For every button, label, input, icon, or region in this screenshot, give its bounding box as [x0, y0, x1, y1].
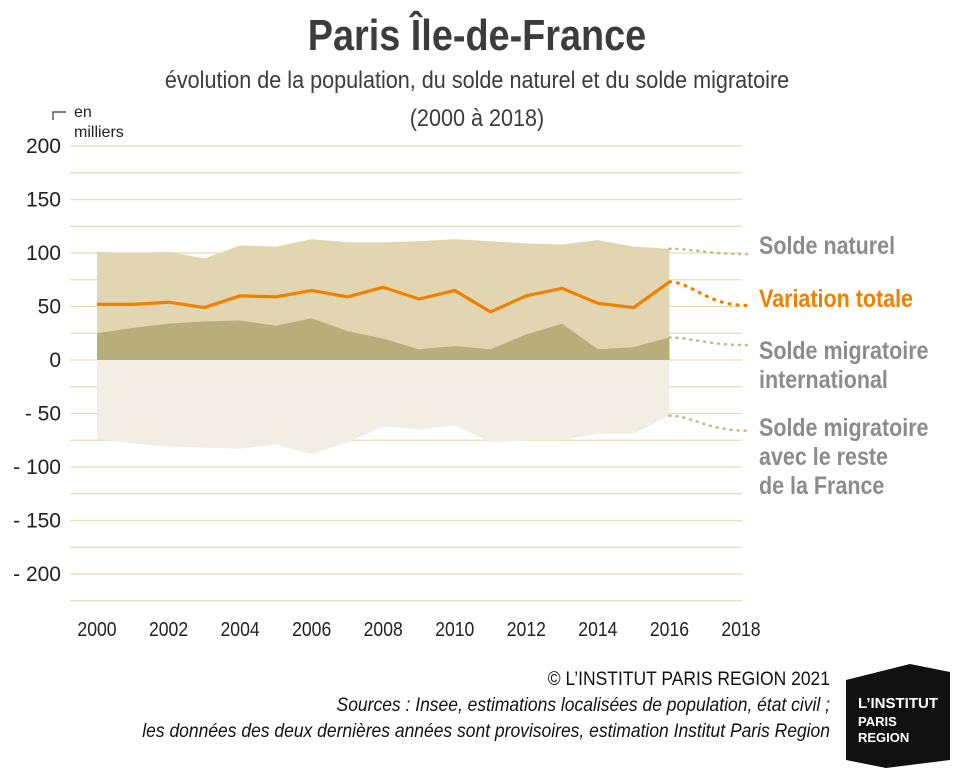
y-axis-unit-line2: milliers: [74, 124, 124, 141]
area-solde-migratoire-international: [97, 318, 670, 360]
x-tick-label: 2006: [292, 618, 331, 640]
line-variation-totale: [97, 280, 671, 314]
y-tick-label: 100: [26, 242, 61, 265]
sources-line2: les données des deux dernières années so…: [142, 719, 830, 741]
y-tick-label: - 50: [25, 403, 61, 426]
line-series: [97, 247, 749, 432]
series-label: Solde migratoire: [759, 336, 929, 364]
projection-variation-totale: [667, 280, 749, 308]
copyright-text: © L’INSTITUT PARIS REGION 2021: [548, 667, 830, 689]
x-tick-label: 2010: [435, 618, 474, 640]
institut-logo: L’INSTITUT PARIS REGION: [846, 664, 950, 768]
chart-subtitle-line1: évolution de la population, du solde nat…: [165, 66, 789, 93]
y-tick-label: 200: [26, 135, 61, 158]
y-tick-label: 0: [49, 349, 61, 372]
projection-solde-migratoire-avec-le-reste-de-la-france: [668, 414, 749, 432]
x-tick-label: 2002: [149, 618, 188, 640]
y-tick-label: 50: [38, 296, 61, 319]
series-label: avec le reste: [759, 442, 888, 470]
series-label: Solde migratoire: [759, 413, 929, 441]
series-label: Variation totale: [759, 284, 913, 312]
series-label: de la France: [759, 471, 884, 499]
x-tick-label: 2008: [364, 618, 403, 640]
x-tick-label: 2012: [507, 618, 546, 640]
sources-line1: Sources : Insee, estimations localisées …: [337, 693, 830, 715]
projection-solde-migratoire-international: [668, 336, 749, 347]
series-label: international: [759, 365, 888, 393]
logo-line1: L’INSTITUT: [858, 695, 938, 712]
x-tick-label: 2016: [650, 618, 689, 640]
y-tick-label: - 200: [13, 563, 61, 586]
x-tick-label: 2014: [578, 618, 617, 640]
x-tick-label: 2004: [221, 618, 260, 640]
y-tick-label: 150: [26, 189, 61, 212]
x-axis-tick-labels: 2000 2002 2004 2006 2008 2010 2012 2014 2016 2018: [77, 618, 760, 640]
logo-badge: [846, 664, 950, 768]
area-series: [97, 239, 670, 455]
chart-title: Paris Île-de-France: [308, 10, 646, 59]
chart-subtitle-line2: (2000 à 2018): [410, 104, 544, 131]
logo-line3: REGION: [858, 730, 909, 745]
area-solde-migratoire-france: [97, 360, 670, 455]
projection-solde-naturel: [668, 247, 749, 256]
y-axis-unit-line1: en: [74, 104, 92, 121]
x-tick-label: 2000: [77, 618, 116, 640]
x-tick-label: 2018: [721, 618, 760, 640]
y-tick-label: - 100: [13, 456, 61, 479]
unit-bracket: [52, 111, 66, 120]
series-labels: Solde naturel Variation totale Solde migra…: [759, 231, 929, 499]
logo-line2: PARIS: [858, 714, 897, 729]
y-tick-label: - 150: [13, 510, 61, 533]
series-label: Solde naturel: [759, 231, 895, 259]
y-axis-tick-labels: 200 150 100 50 0 - 50 - 100 - 150 - 200: [13, 135, 61, 586]
